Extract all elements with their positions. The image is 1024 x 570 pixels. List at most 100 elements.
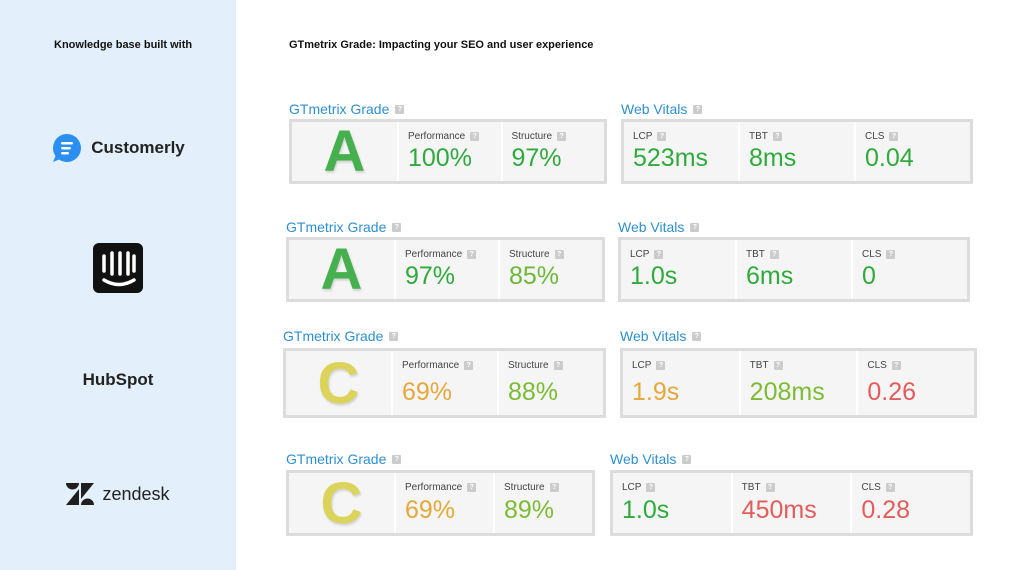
vitals-box: LCP? 523ms TBT? 8ms CLS? 0.04: [621, 119, 973, 184]
vitals-title: Web Vitals?: [618, 219, 700, 235]
metric-value: 450ms: [741, 496, 817, 524]
vital-cell: CLS? 0.04: [856, 122, 970, 181]
help-icon: ?: [690, 222, 700, 232]
grade-letter: C: [286, 351, 393, 416]
help-icon: ?: [557, 132, 567, 141]
metric-label-text: CLS: [861, 482, 881, 493]
metric-label: TBT?: [749, 131, 782, 142]
metric-label-text: LCP: [633, 131, 653, 142]
metric-label: Performance?: [402, 360, 474, 371]
help-icon: ?: [765, 483, 775, 492]
vital-cell: CLS? 0.28: [852, 473, 971, 533]
grade-title: GTmetrix Grade?: [289, 101, 405, 117]
metric-value: 1.0s: [622, 496, 670, 524]
metric-label: LCP?: [632, 360, 666, 371]
grade-title-text: GTmetrix Grade: [286, 219, 387, 235]
grade-title: GTmetrix Grade?: [286, 219, 402, 235]
metric-label-text: Structure: [509, 249, 550, 260]
help-icon: ?: [470, 132, 480, 141]
metric-label-text: Performance: [408, 131, 466, 142]
metric-label-text: TBT: [749, 360, 769, 371]
vitals-title-text: Web Vitals: [621, 101, 688, 117]
metric-label-text: LCP: [622, 482, 642, 493]
brand: HubSpot: [0, 355, 236, 405]
metric-label-text: Performance: [402, 360, 460, 371]
vitals-title: Web Vitals?: [620, 328, 702, 344]
grade-title-text: GTmetrix Grade: [289, 101, 390, 117]
help-icon: ?: [772, 132, 782, 141]
help-icon: ?: [769, 250, 779, 259]
vitals-box: LCP? 1.9s TBT? 208ms CLS? 0.26: [620, 348, 977, 418]
metric-label: Structure?: [508, 360, 563, 371]
metric-label: Performance?: [405, 249, 477, 260]
brand: zendesk: [0, 469, 236, 519]
help-icon: ?: [554, 250, 564, 259]
sidebar-header: Knowledge base built with: [54, 39, 193, 51]
vital-cell: LCP? 1.0s: [621, 240, 737, 299]
metric-value: 89%: [504, 496, 555, 524]
metric-value: 1.9s: [632, 378, 680, 406]
help-icon: ?: [773, 361, 783, 370]
metric-label-text: Performance: [405, 482, 463, 493]
metric-value: 69%: [402, 378, 453, 406]
vital-cell: CLS? 0: [853, 240, 967, 299]
metric-label: TBT?: [750, 360, 783, 371]
grade-box: A Performance? 97% Structure? 85%: [286, 237, 605, 302]
metric-label: Structure?: [512, 131, 567, 142]
vital-cell: CLS? 0.26: [858, 351, 975, 415]
vitals-title: Web Vitals?: [621, 101, 703, 117]
brand-logo: [66, 483, 95, 505]
main-header: GTmetrix Grade: Impacting your SEO and u…: [289, 39, 594, 51]
metric-value: 208ms: [749, 378, 825, 406]
metric-label: CLS?: [865, 131, 899, 142]
vitals-box: LCP? 1.0s TBT? 450ms CLS? 0.28: [610, 470, 973, 536]
brand-name: zendesk: [102, 483, 170, 504]
vitals-title-text: Web Vitals: [618, 219, 685, 235]
brand-logo: [51, 132, 83, 164]
metric-value: 0.04: [865, 144, 914, 172]
grade-box: C Performance? 69% Structure? 89%: [286, 470, 595, 536]
grade-title: GTmetrix Grade?: [286, 451, 402, 467]
metric-label: CLS?: [862, 249, 896, 260]
metric-value: 97%: [511, 144, 562, 172]
metric-label-text: Structure: [504, 482, 545, 493]
metric-cell: Performance? 69%: [393, 351, 499, 415]
vital-cell: LCP? 523ms: [624, 122, 740, 181]
metric-label: CLS?: [861, 482, 895, 493]
metric-cell: Performance? 100%: [399, 122, 503, 181]
metric-label: Performance?: [408, 131, 480, 142]
grade-title-text: GTmetrix Grade: [283, 328, 384, 344]
metric-label: Structure?: [504, 482, 559, 493]
metric-label: LCP?: [633, 131, 667, 142]
help-icon: ?: [392, 454, 402, 464]
metric-label-text: CLS: [867, 360, 887, 371]
metric-label: TBT?: [742, 482, 775, 493]
metric-cell: Performance? 69%: [396, 473, 495, 533]
metric-cell: Structure? 89%: [495, 473, 592, 533]
metric-label: CLS?: [867, 360, 901, 371]
help-icon: ?: [657, 132, 667, 141]
vital-cell: TBT? 6ms: [737, 240, 853, 299]
metric-label: TBT?: [746, 249, 779, 260]
grade-letter: C: [289, 471, 396, 536]
help-icon: ?: [891, 361, 901, 370]
vital-cell: TBT? 8ms: [740, 122, 856, 181]
help-icon: ?: [467, 483, 477, 492]
help-icon: ?: [656, 361, 666, 370]
help-icon: ?: [549, 483, 559, 492]
metric-value: 8ms: [749, 144, 797, 172]
metric-label-text: Structure: [508, 360, 549, 371]
grade-letter: A: [292, 119, 399, 184]
help-icon: ?: [646, 483, 656, 492]
vital-cell: TBT? 450ms: [732, 473, 853, 533]
help-icon: ?: [885, 483, 895, 492]
help-icon: ?: [395, 104, 405, 114]
metric-value: 1.0s: [630, 262, 678, 290]
metric-label: Structure?: [509, 249, 564, 260]
help-icon: ?: [553, 361, 563, 370]
brand-logo: [93, 243, 143, 293]
help-icon: ?: [692, 331, 702, 341]
metric-value: 100%: [408, 144, 472, 172]
brand: [0, 243, 236, 293]
